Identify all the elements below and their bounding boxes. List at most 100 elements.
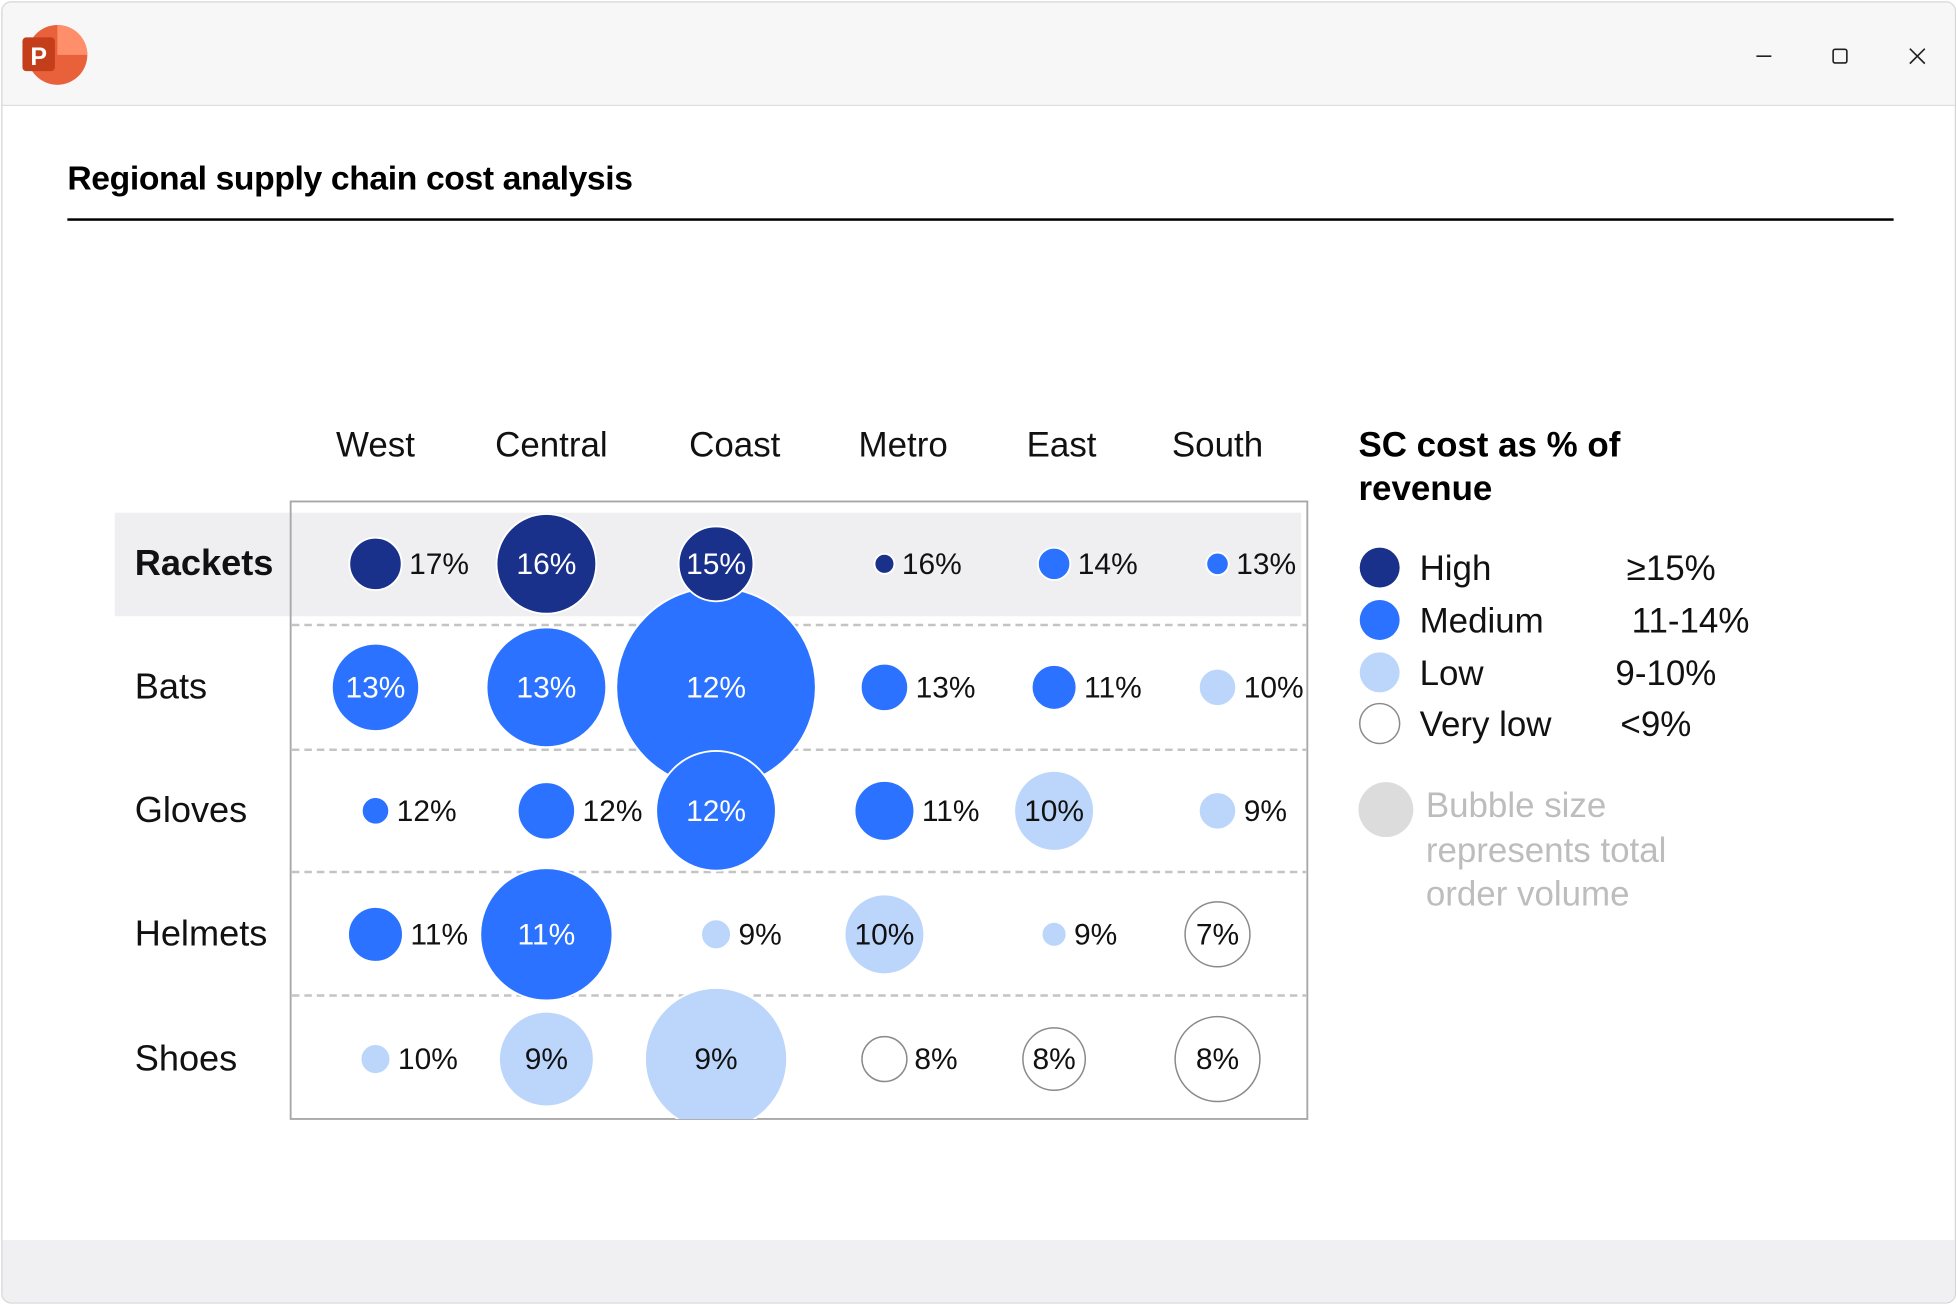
bubble-medium <box>479 867 614 1002</box>
title-rule <box>67 218 1894 221</box>
bubble-low <box>359 1043 392 1075</box>
data-label: 7% <box>1196 918 1239 951</box>
column-header: Metro <box>859 426 948 465</box>
bubble-low <box>1040 920 1068 948</box>
data-label: 11% <box>410 918 468 951</box>
row-label: Bats <box>135 666 207 707</box>
data-label: 13% <box>916 671 976 704</box>
bubble-medium <box>859 662 910 712</box>
status-bar <box>2 1239 1955 1303</box>
data-label: 8% <box>1032 1043 1075 1076</box>
data-label: 8% <box>1196 1043 1239 1076</box>
legend-label: Very low <box>1420 705 1553 744</box>
row-label: Helmets <box>135 913 268 954</box>
table-frame <box>289 500 1309 1120</box>
legend-swatch <box>1358 702 1401 745</box>
bubble-very-low <box>1022 1027 1087 1092</box>
column-header: Central <box>495 426 608 465</box>
data-label: 14% <box>1078 548 1138 581</box>
bubble-very-low <box>1184 901 1251 968</box>
data-label: 15% <box>686 548 746 581</box>
size-note: order volume <box>1426 875 1630 914</box>
column-header: South <box>1172 426 1263 465</box>
bubble-low <box>843 893 926 976</box>
bubble-medium <box>655 750 777 872</box>
slide-title: Regional supply chain cost analysis <box>67 159 633 198</box>
legend-title: SC cost as % of <box>1358 426 1620 465</box>
bubble-medium <box>347 905 404 963</box>
data-label: 10% <box>1244 671 1304 704</box>
bubble-high <box>677 525 755 603</box>
column-header: East <box>1027 426 1097 465</box>
bubble-medium <box>853 779 916 842</box>
data-label: 11% <box>1084 671 1142 704</box>
column-header: West <box>336 426 415 465</box>
close-button[interactable] <box>1899 37 1936 74</box>
maximize-button[interactable] <box>1821 37 1858 74</box>
legend-swatch <box>1359 547 1400 588</box>
bubble-medium <box>360 796 391 826</box>
data-label: 9% <box>525 1043 568 1076</box>
bubble-medium <box>1030 663 1078 711</box>
bubble-high <box>348 536 403 591</box>
data-label: 13% <box>516 671 576 704</box>
size-note-icon <box>1358 782 1414 838</box>
bubble-high <box>495 513 598 615</box>
minimize-button[interactable] <box>1745 37 1782 74</box>
bubble-medium <box>516 781 577 841</box>
title-bar: P <box>2 2 1955 107</box>
legend-title: revenue <box>1358 469 1492 508</box>
data-label: 12% <box>583 795 643 828</box>
bubble-high <box>873 552 896 575</box>
svg-text:P: P <box>30 43 47 71</box>
data-label: 10% <box>398 1043 458 1076</box>
bubble-low <box>644 987 789 1119</box>
legend-range: ≥15% <box>1627 549 1716 588</box>
minimize-icon <box>1756 55 1772 57</box>
legend-label: High <box>1420 549 1492 588</box>
data-label: 12% <box>397 795 457 828</box>
column-header: Coast <box>689 426 780 465</box>
size-note: represents total <box>1426 831 1667 870</box>
legend-swatch <box>1359 652 1400 693</box>
data-label: 16% <box>516 548 576 581</box>
bubble-medium <box>485 626 608 749</box>
powerpoint-icon[interactable]: P <box>20 22 92 87</box>
bubble-medium <box>330 642 421 732</box>
data-label: 16% <box>902 548 962 581</box>
close-icon <box>1909 48 1926 65</box>
legend-label: Medium <box>1420 601 1544 640</box>
bubble-low <box>1197 667 1238 707</box>
data-label: 9% <box>1244 795 1287 828</box>
bubble-low <box>1197 791 1238 831</box>
data-label: 13% <box>346 671 406 704</box>
maximize-icon <box>1832 48 1848 64</box>
data-label: 8% <box>914 1043 957 1076</box>
row-label: Rackets <box>135 542 274 583</box>
data-label: 12% <box>686 795 746 828</box>
bubble-medium <box>1036 546 1072 581</box>
legend-swatch <box>1359 600 1400 640</box>
bubble-low <box>1013 769 1095 852</box>
data-label: 9% <box>738 918 781 951</box>
bubble-very-low <box>1174 1015 1261 1103</box>
row-label: Gloves <box>135 789 248 830</box>
data-label: 9% <box>1074 918 1117 951</box>
bubble-medium <box>1205 551 1230 577</box>
data-label: 13% <box>1236 548 1296 581</box>
data-label: 10% <box>854 918 914 951</box>
legend-range: 9-10% <box>1615 654 1716 693</box>
data-label: 17% <box>409 548 469 581</box>
legend-label: Low <box>1420 654 1485 693</box>
data-label: 10% <box>1024 795 1084 828</box>
bubble-low <box>498 1010 595 1108</box>
legend-range: <9% <box>1620 705 1691 744</box>
data-label: 11% <box>922 795 980 828</box>
legend-range: 11-14% <box>1632 601 1750 640</box>
row-label: Shoes <box>135 1037 238 1078</box>
data-label: 9% <box>694 1043 737 1076</box>
size-note: Bubble size <box>1426 786 1606 825</box>
